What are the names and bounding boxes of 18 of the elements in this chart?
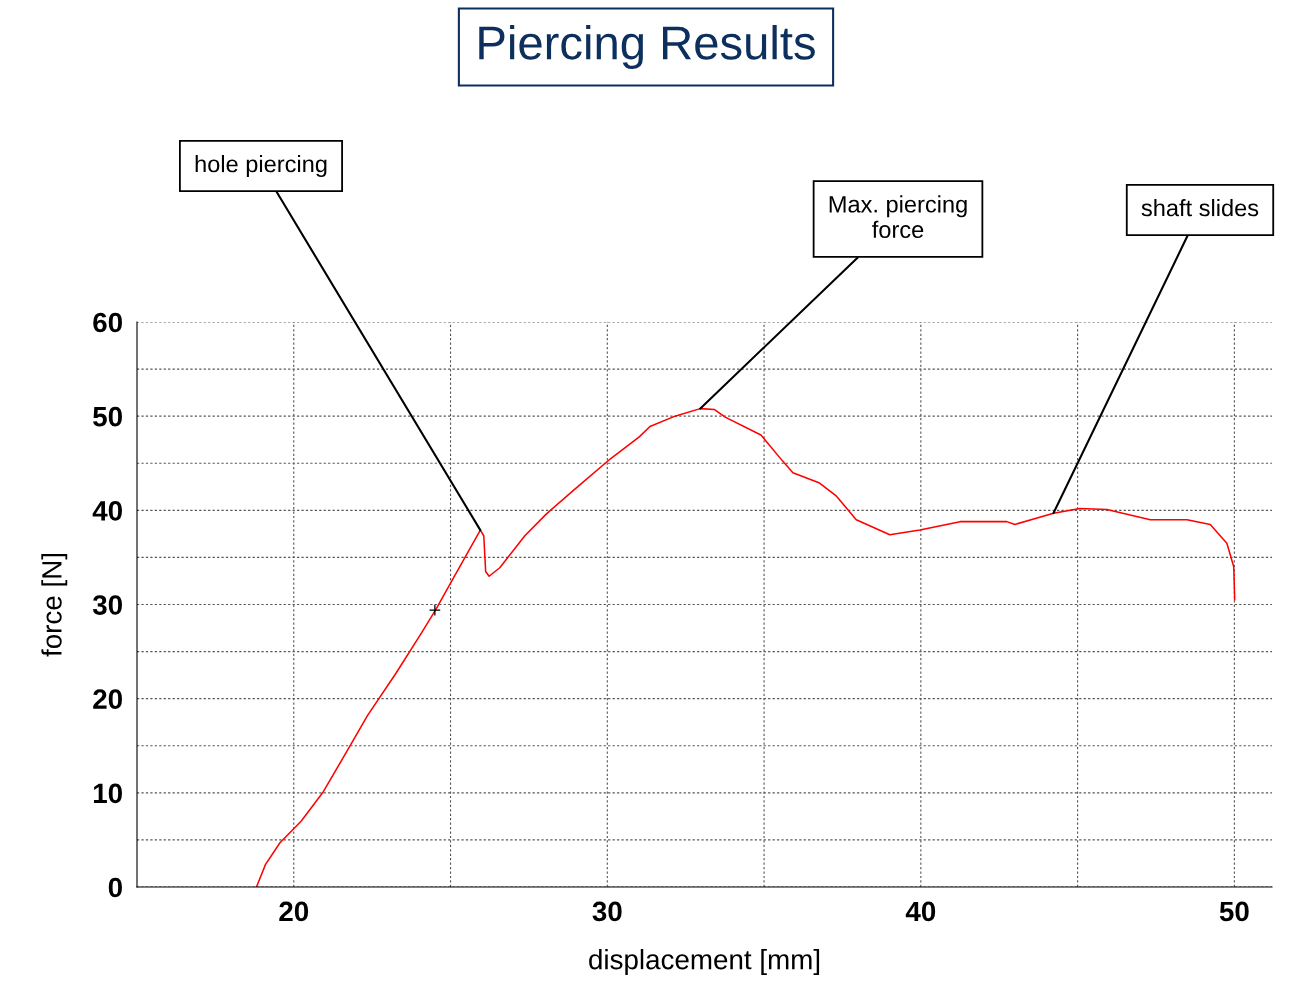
y-tick-label: 40 bbox=[92, 501, 122, 521]
y-axis-title: force [N] bbox=[41, 553, 68, 657]
annotation: shaft slides bbox=[1141, 199, 1259, 217]
x-tick-label: 20 bbox=[279, 901, 309, 922]
y-tick-label: 30 bbox=[92, 595, 122, 615]
x-tick-label: 40 bbox=[905, 901, 936, 922]
y-tick-label: 0 bbox=[108, 877, 122, 898]
annotation: Max. piercing force bbox=[829, 195, 967, 239]
line-series bbox=[255, 407, 1236, 887]
chart-title: Piercing Results bbox=[479, 24, 815, 70]
y-tick-label: 10 bbox=[93, 783, 122, 804]
annotation: hole piercing bbox=[195, 155, 327, 178]
y-tick-label: 60 bbox=[93, 312, 122, 333]
y-tick-label: 50 bbox=[93, 406, 122, 427]
y-tick-label: 20 bbox=[93, 689, 122, 710]
x-axis-title: displacement [mm] bbox=[589, 949, 820, 975]
x-tick-label: 50 bbox=[1219, 901, 1249, 922]
x-tick-label: 30 bbox=[592, 901, 622, 922]
